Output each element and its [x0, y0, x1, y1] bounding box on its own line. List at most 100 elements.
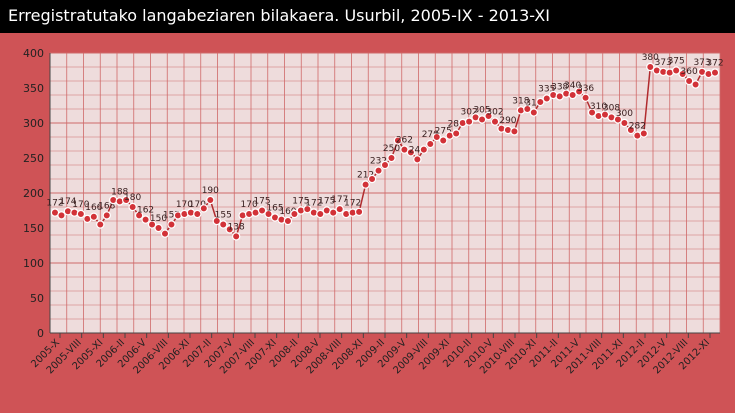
data-point	[316, 209, 325, 219]
data-label: 302	[486, 108, 503, 118]
data-label: 338	[551, 82, 568, 92]
data-point	[523, 104, 532, 114]
data-label: 162	[137, 206, 154, 216]
y-tick-label: 0	[37, 327, 44, 340]
data-label: 336	[577, 84, 594, 94]
data-label: 177	[331, 195, 348, 205]
data-label: 170	[241, 200, 258, 210]
data-label: 168	[98, 201, 115, 211]
data-point	[283, 216, 293, 226]
x-axis: 2005-X2005-VIII2005-XI2006-II2006-V2006-…	[29, 332, 720, 376]
data-label: 175	[318, 197, 335, 207]
data-label: 335	[538, 85, 555, 95]
data-label: 180	[124, 193, 141, 203]
data-label: 282	[629, 122, 646, 132]
data-label: 172	[344, 199, 361, 209]
data-label: 270	[422, 130, 439, 140]
data-point	[387, 153, 396, 163]
data-label: 373	[655, 58, 672, 68]
data-label: 170	[189, 200, 206, 210]
data-label: 155	[163, 211, 180, 221]
data-point	[678, 69, 687, 79]
data-label: 310	[590, 102, 607, 112]
data-point	[419, 145, 429, 154]
data-point	[231, 232, 241, 241]
data-point	[290, 209, 299, 219]
data-point	[102, 211, 111, 220]
data-label: 170	[72, 200, 89, 210]
data-label: 160	[279, 207, 296, 217]
data-point	[193, 209, 202, 219]
data-point	[219, 220, 228, 229]
data-label: 262	[396, 136, 413, 146]
grid-lines	[49, 52, 721, 334]
data-point	[128, 202, 137, 212]
data-point	[354, 207, 364, 217]
line-chart: 0 50 100 150 200 250 300 350 400 2005-X2005-VIII…	[23, 47, 724, 376]
data-point	[542, 94, 551, 103]
data-point	[264, 209, 273, 219]
data-point	[536, 97, 545, 107]
data-point	[257, 206, 267, 215]
data-point	[477, 115, 487, 124]
data-label: 170	[176, 200, 193, 210]
data-point	[432, 132, 441, 142]
data-point	[529, 108, 539, 117]
data-label: 212	[357, 171, 374, 181]
data-point	[154, 223, 163, 233]
data-label: 172	[46, 199, 63, 209]
data-point	[671, 66, 681, 75]
data-point	[57, 211, 66, 220]
data-point	[574, 87, 584, 96]
y-tick-label: 350	[23, 82, 44, 95]
data-point	[329, 208, 338, 217]
data-point	[464, 117, 474, 126]
data-point	[484, 111, 493, 121]
data-label: 275	[435, 127, 452, 137]
data-point	[710, 68, 720, 77]
data-point	[413, 155, 422, 164]
data-label: 174	[59, 197, 76, 207]
data-label: 373	[693, 58, 710, 68]
y-tick-label: 200	[23, 187, 44, 200]
data-point	[587, 108, 597, 117]
data-label: 165	[266, 204, 283, 214]
data-point	[96, 220, 105, 229]
chart-title: Erregistratutako langabeziaren bilakaera…	[8, 6, 550, 25]
data-point	[426, 139, 435, 149]
data-point	[684, 76, 694, 86]
data-label: 166	[85, 203, 102, 213]
data-label: 190	[202, 186, 219, 196]
data-label: 175	[292, 197, 309, 207]
data-label: 138	[228, 222, 245, 232]
y-tick-label: 300	[23, 117, 44, 130]
data-point	[581, 93, 590, 103]
data-point	[225, 225, 234, 234]
data-points: 1721741701661681881801621501551701701901…	[46, 53, 724, 241]
y-tick-label: 100	[23, 257, 44, 270]
data-point	[451, 129, 461, 138]
data-label: 375	[668, 57, 685, 67]
y-tick-label: 250	[23, 152, 44, 165]
data-label: 175	[253, 197, 270, 207]
data-point	[646, 62, 655, 72]
data-point	[134, 211, 144, 220]
data-point	[626, 125, 636, 135]
data-point	[89, 212, 99, 221]
y-tick-label: 400	[23, 47, 44, 60]
data-point	[199, 204, 209, 213]
data-point	[76, 209, 86, 219]
data-point	[406, 148, 416, 157]
data-label: 305	[473, 106, 490, 116]
data-point	[361, 180, 370, 189]
data-label: 232	[370, 157, 387, 167]
data-label: 188	[111, 187, 128, 197]
data-point	[639, 129, 649, 138]
data-label: 372	[706, 59, 723, 69]
data-point	[121, 195, 131, 205]
data-label: 150	[150, 214, 167, 224]
data-point	[490, 117, 500, 126]
y-tick-label: 150	[23, 222, 44, 235]
data-point	[380, 160, 390, 170]
data-point	[367, 174, 377, 184]
